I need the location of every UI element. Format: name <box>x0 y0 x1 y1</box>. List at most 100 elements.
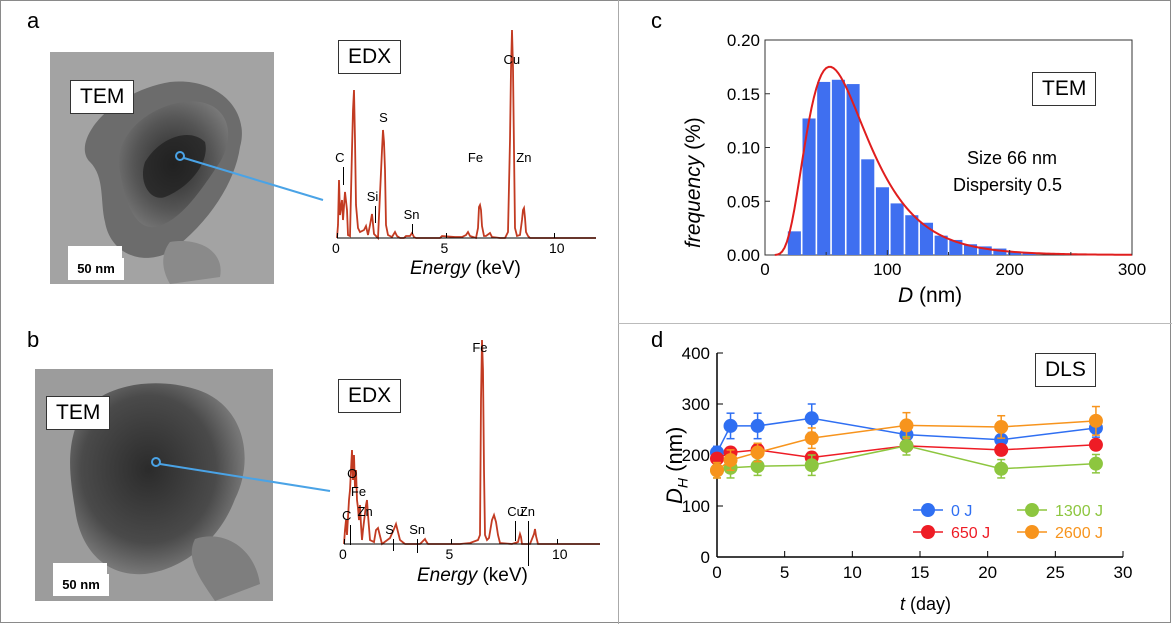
edx-label-a: EDX <box>338 40 402 74</box>
edx-a-peak-label: Si <box>366 189 379 204</box>
panel-c-label: c <box>651 8 662 33</box>
edx-b-peak-label: S <box>385 522 394 537</box>
dls-y-tick-label: 400 <box>682 344 710 363</box>
edx-b-peak-label: C <box>341 508 352 523</box>
hist-bar <box>963 244 978 255</box>
dls-point <box>750 418 765 433</box>
hist-bar <box>978 246 992 255</box>
hist-bar <box>1022 252 1036 255</box>
hist-y-tick-label: 0.15 <box>727 85 760 104</box>
edx-a-tick <box>445 233 447 238</box>
edx-a-tick-label: 5 <box>440 240 449 256</box>
edx-b-peak-marker <box>349 525 351 545</box>
hist-x-tick-label: 300 <box>1118 260 1146 279</box>
dls-x-tick-label: 20 <box>978 563 997 582</box>
hist-bar <box>802 118 816 255</box>
dls-point <box>1088 413 1103 428</box>
dls-point <box>994 442 1009 457</box>
dls-xlabel: t (day) <box>900 594 952 614</box>
vertical-divider <box>618 0 619 624</box>
hist-title: TEM <box>1032 72 1097 106</box>
scale-bar-a <box>68 247 120 250</box>
dls-legend-label: 650 J <box>951 525 990 542</box>
dls-legend-marker <box>921 503 935 517</box>
hist-xlabel: D (nm) <box>898 284 963 307</box>
dls-point <box>804 411 819 426</box>
hist-y-tick-label: 0.05 <box>727 192 760 211</box>
dls-point <box>723 453 738 468</box>
scale-bar-b <box>55 564 107 567</box>
dls-point <box>723 418 738 433</box>
dls-point <box>710 463 724 478</box>
dls-y-tick-label: 200 <box>682 446 710 465</box>
dls-legend-marker <box>1025 525 1039 539</box>
dls-point <box>804 458 819 473</box>
hist-bar <box>875 187 889 255</box>
edx-a-peak-label: S <box>379 110 388 125</box>
dls-x-tick-label: 30 <box>1114 563 1133 582</box>
dls-x-tick-label: 15 <box>911 563 930 582</box>
hist-bar <box>861 159 875 255</box>
edx-b-peak-marker <box>393 539 395 551</box>
edx-b-peak-marker <box>417 539 419 553</box>
hist-bar <box>831 79 845 256</box>
dls-point <box>899 438 914 453</box>
hist-fit-curve <box>774 65 1133 256</box>
hist-bar <box>934 235 948 255</box>
dls-y-tick-label: 0 <box>701 548 710 567</box>
dls-legend-label: 0 J <box>951 503 972 520</box>
panel-b-label: b <box>27 327 40 352</box>
dls-point <box>994 419 1009 434</box>
hist-y-tick-label: 0.00 <box>727 246 760 265</box>
edx-b-peak-label: O <box>347 466 358 481</box>
dls-x-tick-label: 5 <box>780 563 789 582</box>
edx-a-tick-label: 10 <box>549 240 565 256</box>
hist-y-tick-label: 0.10 <box>727 139 760 158</box>
horizontal-divider <box>618 323 1172 324</box>
hist-bar <box>905 215 919 255</box>
edx-b-tick-label: 10 <box>552 546 568 562</box>
edx-b-tick <box>557 539 558 544</box>
hist-bar <box>919 222 934 255</box>
edx-label-b: EDX <box>338 379 402 413</box>
hist-bar <box>890 203 904 255</box>
dls-x-tick-label: 0 <box>712 563 721 582</box>
edx-b-tick-label: 5 <box>445 546 454 562</box>
edx-b-peak-label: Zn <box>519 504 535 519</box>
hist-bar <box>787 231 801 255</box>
dls-y-tick-label: 300 <box>682 395 710 414</box>
edx-a-tick <box>337 233 338 238</box>
edx-xlabel-b: Energy (keV) <box>417 565 528 586</box>
hist-bar <box>1008 251 1022 255</box>
edx-a-peak-label: C <box>335 150 345 165</box>
edx-a-peak-label: Fe <box>467 150 484 165</box>
edx-a-tick-label: 0 <box>332 240 340 256</box>
tem-label-b: TEM <box>46 396 111 430</box>
dls-y-tick-label: 100 <box>682 497 710 516</box>
scale-bar-label-a: 50 nm <box>68 258 124 280</box>
dls-point <box>750 459 765 474</box>
dls-ylabel: DH (nm) <box>662 426 691 504</box>
dls-point <box>750 445 765 460</box>
dls-x-tick-label: 25 <box>1046 563 1065 582</box>
hist-annotation-dispersity: Dispersity 0.5 <box>953 175 1063 195</box>
dls-legend-label: 2600 J <box>1055 525 1103 542</box>
edx-a-tick <box>554 233 555 238</box>
hist-bar <box>846 84 860 255</box>
edx-a-peak-marker <box>374 206 376 223</box>
hist-bar <box>817 81 831 255</box>
panel-d-label: d <box>651 327 664 352</box>
edx-a-peak-label: Zn <box>516 150 532 165</box>
edx-xlabel-a: Energy (keV) <box>410 258 521 279</box>
dls-point <box>1088 437 1103 452</box>
dls-point <box>804 431 819 446</box>
dls-title: DLS <box>1035 353 1096 387</box>
dls-legend-label: 1300 J <box>1055 503 1103 520</box>
hist-x-tick-label: 200 <box>995 260 1023 279</box>
dls-x-tick-label: 10 <box>843 563 862 582</box>
edx-b-peak-label: Fe <box>472 340 488 355</box>
dls-point <box>1088 456 1103 471</box>
